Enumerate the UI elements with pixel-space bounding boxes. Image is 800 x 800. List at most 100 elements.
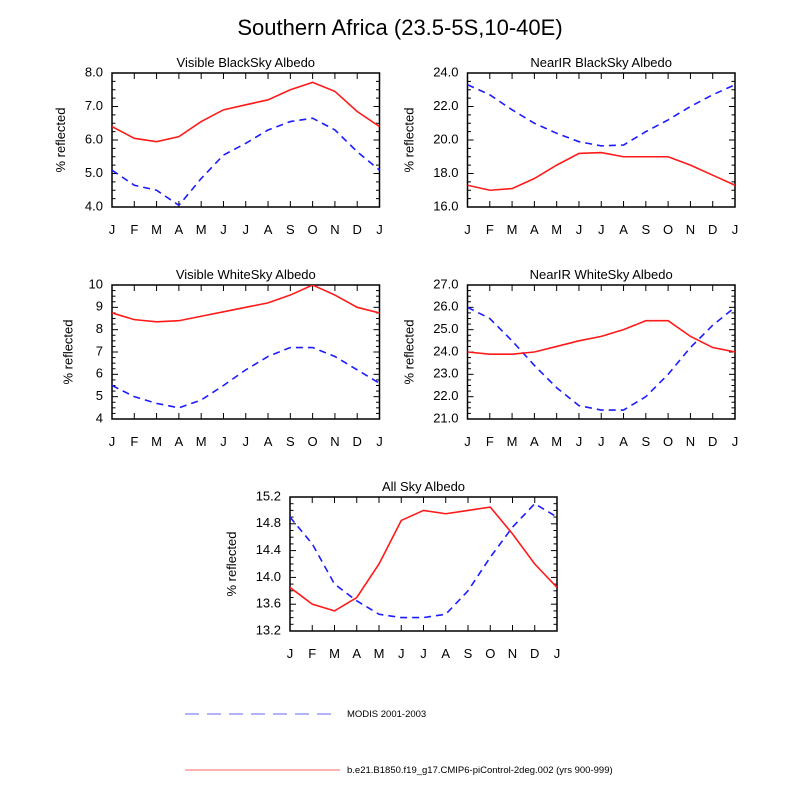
svg-text:6: 6 (96, 366, 103, 381)
svg-text:O: O (663, 222, 673, 237)
svg-text:J: J (576, 434, 583, 449)
svg-text:8.0: 8.0 (85, 64, 103, 79)
svg-text:% reflected: % reflected (401, 319, 416, 384)
svg-text:J: J (243, 434, 250, 449)
svg-text:A: A (264, 434, 273, 449)
svg-text:D: D (708, 222, 717, 237)
svg-text:J: J (732, 222, 739, 237)
svg-text:M: M (329, 646, 340, 661)
svg-text:16.0: 16.0 (433, 198, 458, 213)
svg-text:O: O (485, 646, 495, 661)
svg-text:21.0: 21.0 (433, 410, 458, 425)
svg-text:14.8: 14.8 (256, 515, 281, 530)
svg-text:6.0: 6.0 (85, 131, 103, 146)
svg-text:A: A (619, 434, 628, 449)
svg-text:All Sky Albedo: All Sky Albedo (382, 479, 465, 494)
svg-text:N: N (686, 222, 695, 237)
svg-text:J: J (464, 222, 471, 237)
svg-text:23.0: 23.0 (433, 366, 458, 381)
svg-text:A: A (264, 222, 273, 237)
svg-text:M: M (507, 222, 518, 237)
svg-text:NearIR BlackSky Albedo: NearIR BlackSky Albedo (530, 55, 672, 70)
svg-text:A: A (441, 646, 450, 661)
svg-text:J: J (243, 222, 250, 237)
svg-text:J: J (109, 222, 116, 237)
svg-text:D: D (353, 434, 362, 449)
svg-text:10: 10 (89, 276, 103, 291)
svg-text:24.0: 24.0 (433, 343, 458, 358)
svg-text:13.2: 13.2 (256, 622, 281, 637)
svg-text:13.6: 13.6 (256, 596, 281, 611)
svg-text:22.0: 22.0 (433, 388, 458, 403)
svg-text:J: J (376, 434, 383, 449)
svg-text:N: N (330, 222, 339, 237)
svg-text:A: A (619, 222, 628, 237)
svg-text:S: S (286, 434, 295, 449)
svg-text:J: J (376, 222, 383, 237)
svg-text:% reflected: % reflected (224, 531, 239, 596)
svg-text:D: D (708, 434, 717, 449)
svg-text:4: 4 (96, 410, 103, 425)
svg-text:18.0: 18.0 (433, 165, 458, 180)
svg-text:D: D (353, 222, 362, 237)
svg-text:J: J (109, 434, 116, 449)
svg-text:A: A (175, 222, 184, 237)
svg-text:D: D (530, 646, 539, 661)
svg-text:A: A (530, 434, 539, 449)
svg-text:J: J (598, 434, 605, 449)
svg-text:S: S (641, 222, 650, 237)
svg-text:O: O (308, 222, 318, 237)
svg-text:27.0: 27.0 (433, 276, 458, 291)
svg-text:20.0: 20.0 (433, 131, 458, 146)
svg-text:25.0: 25.0 (433, 321, 458, 336)
svg-text:F: F (486, 434, 494, 449)
svg-text:N: N (686, 434, 695, 449)
svg-text:M: M (151, 434, 162, 449)
svg-text:M: M (374, 646, 385, 661)
svg-text:J: J (464, 434, 471, 449)
svg-text:J: J (220, 222, 227, 237)
svg-text:N: N (330, 434, 339, 449)
svg-text:8: 8 (96, 321, 103, 336)
svg-text:A: A (530, 222, 539, 237)
svg-text:5.0: 5.0 (85, 165, 103, 180)
svg-text:J: J (732, 434, 739, 449)
svg-text:7.0: 7.0 (85, 98, 103, 113)
svg-text:J: J (287, 646, 294, 661)
svg-text:M: M (151, 222, 162, 237)
svg-text:A: A (175, 434, 184, 449)
svg-text:O: O (663, 434, 673, 449)
svg-text:15.2: 15.2 (256, 488, 281, 503)
svg-text:MODIS 2001-2003: MODIS 2001-2003 (347, 709, 426, 720)
svg-text:J: J (220, 434, 227, 449)
svg-text:24.0: 24.0 (433, 64, 458, 79)
svg-text:% reflected: % reflected (401, 107, 416, 172)
svg-text:NearIR WhiteSky Albedo: NearIR WhiteSky Albedo (530, 267, 673, 282)
svg-text:M: M (507, 434, 518, 449)
svg-text:Visible WhiteSky Albedo: Visible WhiteSky Albedo (176, 267, 316, 282)
svg-text:M: M (551, 434, 562, 449)
svg-text:J: J (554, 646, 561, 661)
svg-text:M: M (551, 222, 562, 237)
svg-text:A: A (352, 646, 361, 661)
svg-text:F: F (130, 434, 138, 449)
svg-text:M: M (196, 222, 207, 237)
svg-text:26.0: 26.0 (433, 299, 458, 314)
svg-text:S: S (464, 646, 473, 661)
svg-text:Visible BlackSky Albedo: Visible BlackSky Albedo (177, 55, 316, 70)
svg-text:9: 9 (96, 299, 103, 314)
svg-text:F: F (130, 222, 138, 237)
svg-text:F: F (308, 646, 316, 661)
svg-text:J: J (420, 646, 427, 661)
svg-text:22.0: 22.0 (433, 98, 458, 113)
svg-text:7: 7 (96, 343, 103, 358)
svg-text:% reflected: % reflected (60, 319, 75, 384)
svg-text:% reflected: % reflected (53, 107, 68, 172)
svg-text:S: S (286, 222, 295, 237)
svg-text:O: O (308, 434, 318, 449)
svg-text:14.4: 14.4 (256, 542, 281, 557)
svg-text:5: 5 (96, 388, 103, 403)
svg-text:b.e21.B1850.f19_g17.CMIP6-piCo: b.e21.B1850.f19_g17.CMIP6-piControl-2deg… (347, 765, 613, 776)
svg-text:J: J (398, 646, 405, 661)
svg-text:4.0: 4.0 (85, 198, 103, 213)
